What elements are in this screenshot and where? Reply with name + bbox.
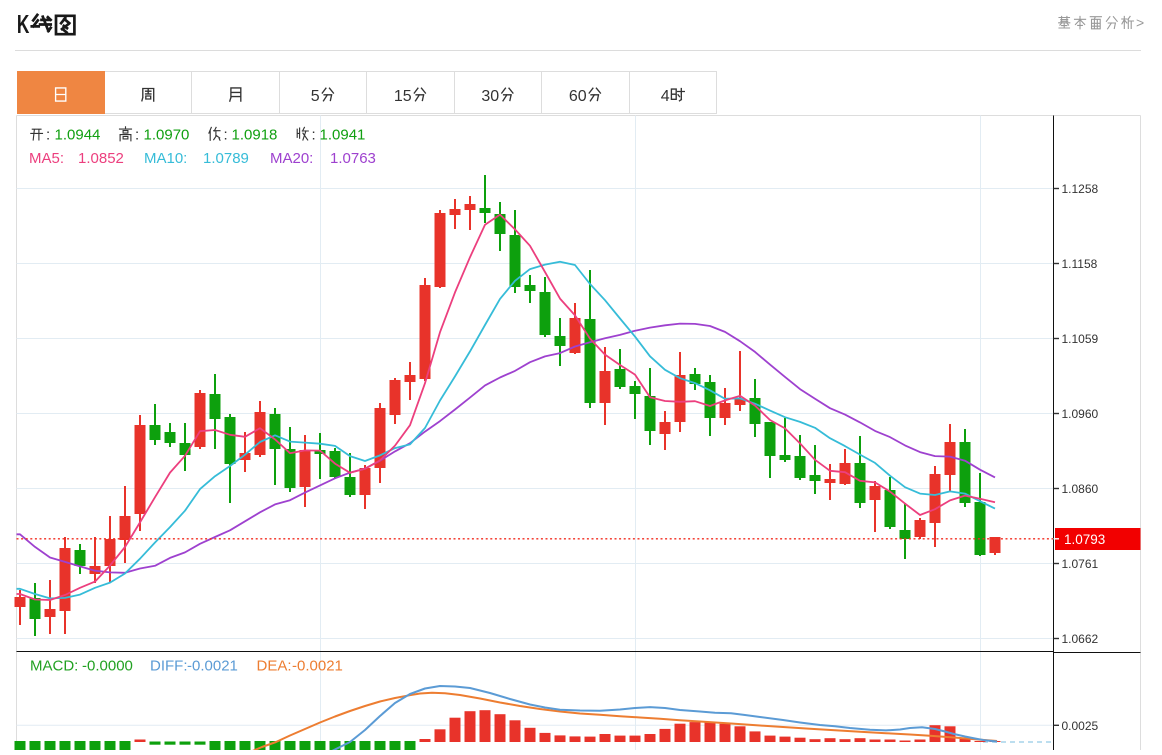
svg-text:1.0761: 1.0761 [1062, 557, 1099, 571]
svg-text:15: 15 [394, 88, 412, 105]
svg-text:>: > [1136, 15, 1144, 31]
svg-text:1.0793: 1.0793 [1064, 532, 1105, 547]
svg-text::: : [135, 127, 139, 144]
svg-text::: : [46, 127, 50, 144]
svg-text:1.0944: 1.0944 [55, 127, 101, 144]
svg-text:-0.0000: -0.0000 [82, 658, 133, 675]
svg-text:1.1258: 1.1258 [1062, 182, 1099, 196]
svg-text:1.0860: 1.0860 [1062, 482, 1099, 496]
svg-text:1.0789: 1.0789 [203, 150, 249, 167]
svg-text:1.1059: 1.1059 [1062, 332, 1099, 346]
svg-text:5: 5 [311, 88, 320, 105]
svg-text:MA10:: MA10: [144, 150, 187, 167]
svg-text:1.1158: 1.1158 [1062, 257, 1098, 271]
svg-text:DIFF:: DIFF: [150, 658, 188, 675]
svg-text:1.0662: 1.0662 [1062, 632, 1099, 646]
svg-text:0.0025: 0.0025 [1062, 719, 1099, 733]
svg-text:30: 30 [481, 88, 499, 105]
svg-text:K: K [17, 9, 30, 39]
svg-text::: : [312, 127, 316, 144]
svg-text:-0.0021: -0.0021 [187, 658, 238, 675]
svg-text:1.0763: 1.0763 [330, 150, 376, 167]
svg-text:1.0941: 1.0941 [320, 127, 366, 144]
svg-text:1.0852: 1.0852 [78, 150, 124, 167]
svg-text:4: 4 [661, 88, 670, 105]
svg-text:1.0960: 1.0960 [1062, 407, 1099, 421]
svg-text:MACD:: MACD: [30, 658, 78, 675]
svg-text:1.0918: 1.0918 [232, 127, 278, 144]
svg-text:1.0970: 1.0970 [144, 127, 190, 144]
svg-text:MA5:: MA5: [29, 150, 64, 167]
svg-text:DEA:: DEA: [257, 658, 292, 675]
svg-text:60: 60 [569, 88, 587, 105]
svg-text:-0.0021: -0.0021 [292, 658, 343, 675]
svg-text::: : [224, 127, 228, 144]
svg-text:MA20:: MA20: [270, 150, 313, 167]
